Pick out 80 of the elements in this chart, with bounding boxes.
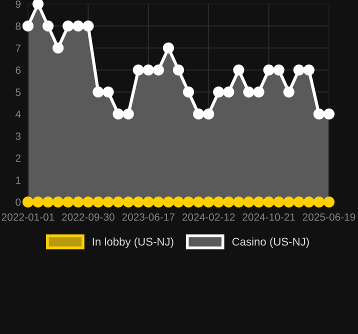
point — [62, 20, 74, 32]
point — [122, 108, 134, 120]
point — [223, 196, 234, 208]
y-tick-label: 7 — [16, 44, 21, 52]
point — [82, 196, 94, 208]
point — [22, 20, 34, 32]
point — [102, 86, 114, 98]
x-tick-label: 2024-02-12 — [182, 213, 235, 221]
x-tick-label: 2023-06-17 — [122, 213, 175, 221]
point — [152, 196, 164, 208]
point — [82, 20, 94, 32]
point — [313, 108, 325, 120]
point — [303, 64, 314, 76]
point — [313, 196, 325, 208]
point — [152, 64, 164, 76]
point — [162, 196, 174, 208]
point — [253, 86, 264, 98]
x-tick-label: 2022-01-01 — [2, 213, 54, 221]
point — [132, 196, 144, 208]
point — [263, 196, 274, 208]
point — [42, 196, 54, 208]
point — [172, 64, 184, 76]
point — [193, 108, 204, 120]
point — [193, 196, 204, 208]
y-tick-label: 6 — [16, 66, 21, 74]
point — [112, 196, 124, 208]
point — [102, 196, 114, 208]
point — [203, 108, 214, 120]
point — [323, 196, 335, 208]
y-tick-label: 3 — [16, 132, 21, 140]
point — [132, 64, 144, 76]
point — [273, 196, 284, 208]
y-tick-label: 4 — [16, 110, 21, 118]
y-tick-label: 2 — [16, 154, 21, 162]
point — [172, 196, 184, 208]
point — [223, 86, 234, 98]
point — [32, 196, 44, 208]
y-tick-label: 5 — [16, 88, 21, 96]
point — [273, 64, 284, 76]
point — [213, 86, 224, 98]
point — [243, 196, 254, 208]
point — [92, 196, 104, 208]
point — [182, 86, 194, 98]
point — [62, 196, 74, 208]
point — [283, 196, 294, 208]
x-tick-label: 2025-06-19 — [302, 213, 356, 221]
point — [233, 64, 244, 76]
point — [22, 196, 34, 208]
legend-label: Casino (US-NJ) — [232, 237, 309, 248]
y-tick-label: 8 — [16, 22, 21, 30]
point — [253, 196, 264, 208]
point — [303, 196, 314, 208]
x-tick-label: 2022-09-30 — [62, 213, 114, 221]
legend-label: In lobby (US-NJ) — [92, 237, 174, 248]
point — [323, 108, 335, 120]
point — [293, 196, 304, 208]
point — [52, 196, 64, 208]
point — [92, 86, 104, 98]
point — [263, 64, 274, 76]
point — [293, 64, 304, 76]
point — [283, 86, 294, 98]
point — [122, 196, 134, 208]
point — [112, 108, 124, 120]
point — [243, 86, 254, 98]
point — [72, 20, 84, 32]
point — [72, 196, 84, 208]
point — [142, 64, 154, 76]
y-tick-label: 1 — [16, 176, 21, 184]
point — [233, 196, 244, 208]
point — [203, 196, 214, 208]
point — [162, 42, 174, 54]
point — [182, 196, 194, 208]
point — [52, 42, 64, 54]
point — [142, 196, 154, 208]
x-tick-label: 2024-10-21 — [242, 213, 295, 221]
point — [32, 0, 44, 10]
y-tick-label: 0 — [16, 198, 21, 206]
y-tick-label: 9 — [16, 0, 21, 8]
point — [42, 20, 54, 32]
point — [213, 196, 224, 208]
